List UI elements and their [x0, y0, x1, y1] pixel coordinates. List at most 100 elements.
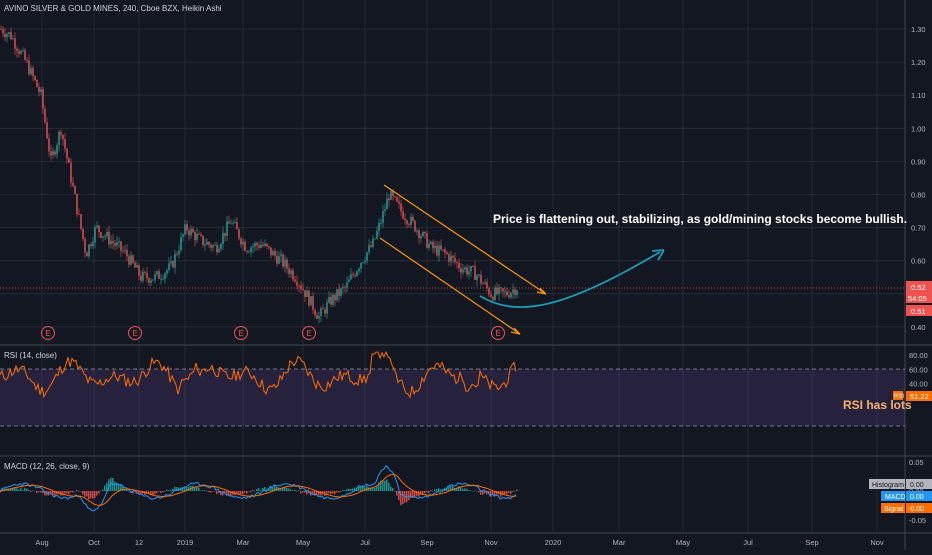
candle-body — [24, 50, 26, 60]
candle-body — [464, 267, 466, 270]
channel-lower-line[interactable] — [379, 237, 521, 335]
candle-body — [26, 59, 28, 61]
candle-body — [476, 275, 478, 280]
candle-body — [422, 231, 424, 237]
candle-body — [264, 243, 266, 246]
macd-title[interactable]: MACD (12, 26, close, 9) — [4, 462, 90, 471]
rsi-annotation-text[interactable]: RSI has lots — [843, 398, 912, 412]
candle-body — [68, 158, 70, 163]
candle-body — [124, 249, 126, 251]
candle-body — [336, 289, 338, 301]
candle-body — [328, 296, 330, 303]
candle-body — [388, 198, 390, 200]
macd-histogram-bar — [172, 488, 174, 491]
macd-histogram-bar — [176, 487, 178, 491]
candle-body — [446, 252, 448, 255]
candle-body — [326, 302, 328, 314]
histogram-value-bg — [906, 479, 932, 489]
macd-histogram-bar — [272, 487, 274, 491]
macd-histogram-bar — [342, 489, 344, 491]
candle-body — [132, 255, 134, 263]
earnings-marker-label: E — [132, 329, 137, 338]
candle-body — [32, 68, 34, 77]
candle-body — [452, 255, 454, 258]
candle-body — [442, 249, 444, 251]
macd-histogram-bar — [54, 491, 56, 497]
low-price-badge — [906, 305, 932, 316]
candle-body — [110, 240, 112, 245]
macd-histogram-bar — [320, 491, 322, 496]
macd-histogram-bar — [62, 491, 64, 496]
macd-histogram-bar — [14, 487, 16, 491]
macd-histogram-bar — [398, 491, 400, 501]
macd-histogram-bar — [88, 491, 90, 500]
candle-body — [410, 216, 412, 225]
macd-histogram-bar — [212, 491, 214, 492]
macd-histogram-bar — [128, 490, 130, 492]
candle-body — [204, 244, 206, 246]
candle-body — [184, 224, 186, 235]
rsi-tick-label: 80.00 — [909, 351, 928, 360]
candle-body — [258, 245, 260, 248]
macd-histogram-bar — [302, 491, 304, 493]
macd-histogram-bar — [352, 488, 354, 491]
macd-histogram-bar — [354, 487, 356, 491]
earnings-marker — [234, 326, 248, 340]
candle-body — [454, 257, 456, 262]
low-price-label: 0.51 — [911, 307, 926, 316]
macd-histogram-bar — [504, 491, 506, 495]
candle-body — [242, 241, 244, 245]
time-tick-label: May — [676, 538, 690, 547]
macd-histogram-bar — [484, 491, 486, 494]
macd-histogram-bar — [376, 486, 378, 491]
candle-body — [160, 278, 162, 280]
projection-arrowhead — [651, 249, 665, 261]
candle-body — [432, 241, 434, 249]
symbol-title[interactable]: AVINO SILVER & GOLD MINES, 240, Cboe BZX… — [4, 4, 222, 13]
rsi-title[interactable]: RSI (14, close) — [4, 351, 57, 360]
earnings-marker — [302, 326, 316, 340]
time-axis[interactable]: Aug Oct 12 2019 Mar May Jul Sep Nov 2020 Mar May Jul… — [35, 538, 884, 547]
macd-histogram-bar — [202, 490, 204, 491]
macd-histogram-bar — [326, 491, 328, 494]
time-tick-label: Jul — [743, 538, 753, 547]
macd-histogram-bar — [494, 491, 496, 496]
time-tick-label: 2020 — [545, 538, 562, 547]
drawing-tools[interactable] — [379, 184, 665, 335]
channel-upper-line[interactable] — [383, 184, 547, 295]
candle-body — [144, 271, 146, 273]
macd-histogram-bar — [408, 491, 410, 501]
macd-histogram-bar — [184, 486, 186, 491]
candle-body — [298, 285, 300, 287]
candle-body — [70, 162, 72, 183]
macd-histogram-bar — [374, 487, 376, 491]
macd-histogram-bar — [378, 482, 380, 491]
macd-histogram-bar — [20, 488, 22, 491]
macd-histogram-bar — [214, 491, 216, 492]
macd-histogram-bar — [168, 490, 170, 491]
earnings-marker-label: E — [495, 329, 500, 338]
price-labels: 0.52 54:05 0.51 — [906, 281, 932, 316]
candle-body — [466, 267, 468, 275]
macd-histogram-bar — [338, 491, 340, 493]
macd-histogram-bar — [388, 482, 390, 491]
price-tick-label: 1.20 — [911, 58, 926, 67]
candle-body — [286, 259, 288, 269]
macd-histogram-bar — [40, 491, 42, 493]
candle-body — [150, 280, 152, 283]
candle-body — [362, 262, 364, 264]
macd-histogram-bar — [216, 491, 218, 495]
candle-body — [280, 254, 282, 257]
macd-tick-label: -0.05 — [909, 516, 926, 525]
macd-histogram-bar — [460, 487, 462, 491]
macd-histogram-bar — [18, 489, 20, 491]
macd-histogram-bar — [116, 482, 118, 491]
annotation-text[interactable]: Price is flattening out, stabilizing, as… — [493, 212, 907, 226]
macd-histogram-bar — [108, 479, 110, 491]
macd-histogram-bar — [402, 491, 404, 505]
candle-body — [14, 38, 16, 49]
candle-body — [294, 279, 296, 282]
projection-curve[interactable] — [479, 251, 661, 308]
